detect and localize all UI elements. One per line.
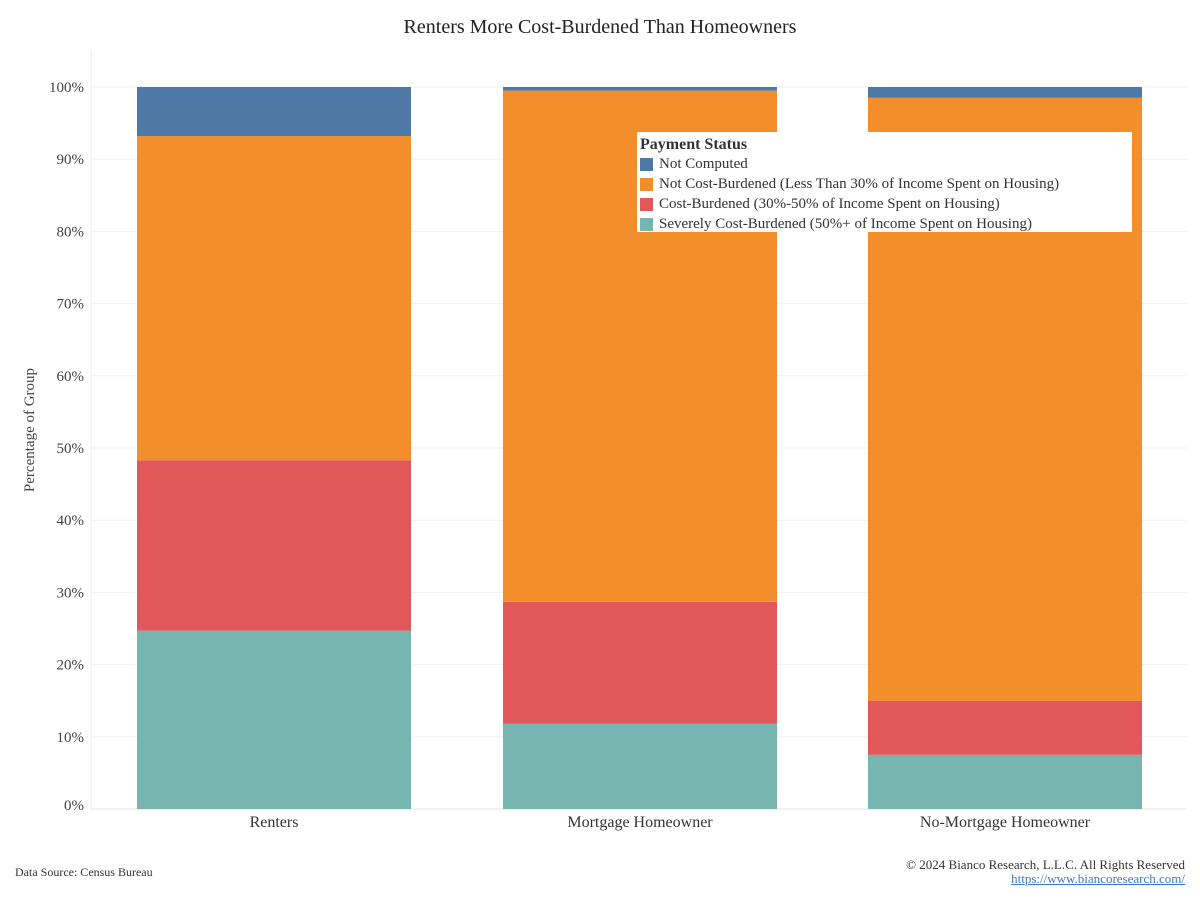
website-link[interactable]: https://www.biancoresearch.com/: [1011, 871, 1185, 886]
legend-item[interactable]: Not Computed: [640, 154, 1132, 174]
x-tick-label: Mortgage Homeowner: [567, 814, 713, 831]
bar-segment[interactable]: [868, 87, 1142, 98]
legend-swatch: [640, 177, 653, 191]
bar-segment[interactable]: [503, 601, 777, 724]
x-tick-label: No-Mortgage Homeowner: [920, 814, 1091, 831]
bar-segment[interactable]: [503, 87, 777, 91]
bar-segment[interactable]: [137, 630, 411, 809]
legend: Payment Status Not Computed Not Cost-Burd…: [637, 132, 1132, 232]
y-tick-label: 80%: [57, 224, 85, 240]
bar-segment[interactable]: [137, 460, 411, 631]
x-tick-label: Renters: [250, 814, 299, 831]
y-tick-label: 100%: [49, 80, 84, 96]
legend-item[interactable]: Cost-Burdened (30%-50% of Income Spent o…: [640, 194, 1132, 214]
legend-swatch: [640, 217, 653, 231]
data-source-note: Data Source: Census Bureau: [15, 865, 153, 879]
y-tick-label: 50%: [57, 441, 85, 457]
legend-items: Not Computed Not Cost-Burdened (Less Than…: [640, 154, 1132, 234]
legend-item[interactable]: Not Cost-Burdened (Less Than 30% of Inco…: [640, 174, 1132, 194]
bar-segment[interactable]: [868, 700, 1142, 755]
legend-item[interactable]: Severely Cost-Burdened (50%+ of Income S…: [640, 214, 1132, 234]
chart-title: Renters More Cost-Burdened Than Homeowne…: [403, 16, 797, 38]
legend-label: Severely Cost-Burdened (50%+ of Income S…: [659, 215, 1032, 232]
y-tick-label: 40%: [57, 513, 85, 529]
legend-label: Not Cost-Burdened (Less Than 30% of Inco…: [659, 175, 1060, 192]
y-axis-title: Percentage of Group: [22, 368, 38, 492]
legend-label: Cost-Burdened (30%-50% of Income Spent o…: [659, 195, 1000, 212]
axes: 0% 10% 20% 30% 40% 50% 60% 70% 80% 90% 100% Renters…: [49, 80, 1091, 831]
y-tick-label: 30%: [57, 585, 85, 601]
legend-label: Not Computed: [659, 155, 748, 172]
y-tick-label: 90%: [57, 152, 85, 168]
y-tick-label: 20%: [57, 658, 85, 674]
bar-segment[interactable]: [137, 136, 411, 461]
y-tick-label: 60%: [57, 369, 85, 385]
legend-swatch: [640, 197, 653, 211]
bar-segment[interactable]: [137, 87, 411, 137]
bar-segment[interactable]: [868, 754, 1142, 809]
copyright-notice: © 2024 Bianco Research, L.L.C. All Right…: [906, 857, 1185, 872]
legend-title: Payment Status: [640, 136, 748, 153]
y-tick-label: 10%: [57, 730, 85, 746]
y-tick-label: 70%: [57, 297, 85, 313]
y-tick-label: 0%: [64, 798, 84, 814]
legend-swatch: [640, 157, 653, 171]
bar-segment[interactable]: [503, 723, 777, 809]
